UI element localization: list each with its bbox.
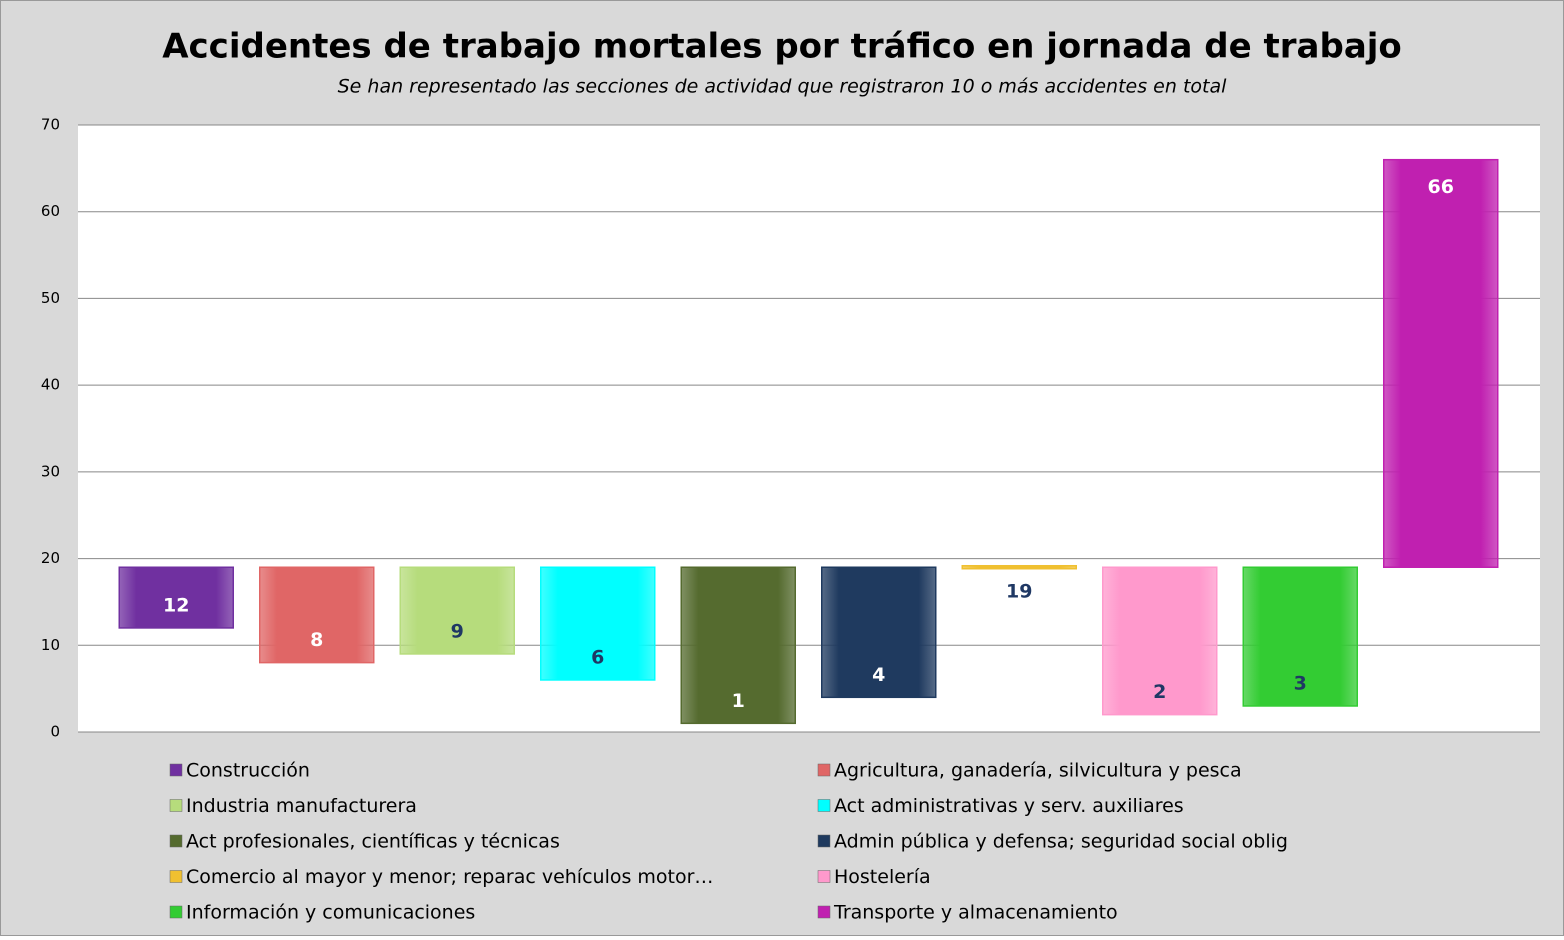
data-label: 8 [310, 629, 323, 651]
data-label: 4 [872, 664, 885, 686]
bar [1383, 158, 1499, 568]
bar [1242, 566, 1358, 707]
y-tick-label: 10 [41, 636, 60, 654]
data-label: 2 [1153, 681, 1166, 703]
legend-label: Admin pública y defensa; seguridad socia… [834, 831, 1288, 853]
legend-label: Construcción [186, 760, 310, 782]
y-tick-label: 70 [41, 116, 60, 134]
bar [540, 566, 656, 681]
legend-swatch [169, 905, 183, 919]
legend-label: Comercio al mayor y menor; reparac vehíc… [186, 866, 713, 888]
legend-label: Industria manufacturera [186, 795, 417, 817]
legend-swatch [169, 870, 183, 883]
chart-title: Accidentes de trabajo mortales por tráfi… [162, 27, 1402, 67]
y-tick-label: 60 [41, 202, 60, 220]
legend-swatch [817, 834, 831, 848]
y-tick-label: 20 [41, 549, 60, 567]
y-tick-label: 40 [41, 376, 60, 394]
data-label: 12 [163, 594, 189, 616]
legend-label: Act administrativas y serv. auxiliares [834, 795, 1184, 817]
data-label: 19 [1006, 581, 1032, 603]
legend-label: Transporte y almacenamiento [833, 902, 1118, 924]
legend-label: Información y comunicaciones [186, 902, 475, 924]
bar [680, 566, 796, 725]
bar [1102, 566, 1218, 716]
chart-subtitle: Se han representado las secciones de act… [338, 76, 1228, 98]
bar [821, 566, 937, 699]
bar [399, 566, 515, 655]
legend-label: Hostelería [834, 866, 931, 888]
y-tick-label: 0 [50, 723, 60, 741]
bar [259, 566, 375, 664]
legend-swatch [169, 799, 183, 812]
data-label: 1 [732, 690, 745, 712]
legend-swatch [169, 763, 183, 777]
bar [961, 564, 1077, 570]
legend-label: Agricultura, ganadería, silvicultura y p… [834, 760, 1242, 782]
data-label: 9 [451, 620, 464, 642]
bar [118, 566, 234, 629]
legend-swatch [169, 834, 183, 848]
data-label: 3 [1294, 672, 1307, 694]
legend-swatch [817, 763, 831, 777]
legend-swatch [817, 799, 831, 812]
y-tick-label: 30 [41, 462, 60, 480]
legend-swatch [817, 905, 831, 919]
legend-swatch [817, 870, 831, 883]
data-label: 6 [591, 646, 604, 668]
data-label: 66 [1428, 176, 1454, 198]
legend-label: Act profesionales, científicas y técnica… [186, 831, 560, 853]
y-tick-label: 50 [41, 289, 60, 307]
